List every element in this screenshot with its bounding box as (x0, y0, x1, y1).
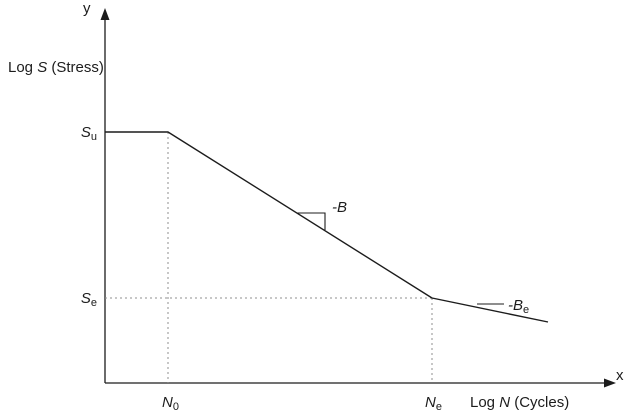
y-axis-arrow-icon (100, 8, 110, 20)
su-label: Su (81, 124, 97, 143)
x-axis-arrow-icon (604, 378, 616, 388)
y-axis-title: Log S (Stress) (8, 59, 104, 76)
x-axis-title-suffix: (Cycles) (510, 394, 569, 411)
x-axis-title-symbol: N (499, 394, 510, 411)
n0-label: N0 (162, 394, 179, 413)
y-axis-letter: y (83, 0, 91, 17)
se-label: Se (81, 290, 97, 309)
n0-label-sub: 0 (173, 401, 179, 413)
slope-be-label-sub: e (523, 304, 529, 316)
ne-label-sub: e (436, 401, 442, 413)
slope-b-triangle (297, 212, 326, 230)
x-axis-letter: x (616, 367, 624, 384)
n0-label-base: N (162, 394, 173, 411)
x-axis-title: Log N (Cycles) (470, 394, 569, 411)
ne-label-base: N (425, 394, 436, 411)
se-label-sub: e (91, 297, 97, 309)
su-label-sub: u (91, 131, 97, 143)
se-label-base: S (81, 290, 91, 307)
slope-b-label: -B (332, 199, 347, 216)
sn-curve (105, 131, 549, 323)
y-axis-title-prefix: Log (8, 59, 37, 76)
su-label-base: S (81, 124, 91, 141)
slope-be-label: -Be (508, 297, 529, 316)
y-axis-title-suffix: (Stress) (47, 59, 104, 76)
x-axis-title-prefix: Log (470, 394, 499, 411)
ne-label: Ne (425, 394, 442, 413)
slope-be-label-base: -B (508, 297, 523, 314)
y-axis-title-symbol: S (37, 59, 47, 76)
